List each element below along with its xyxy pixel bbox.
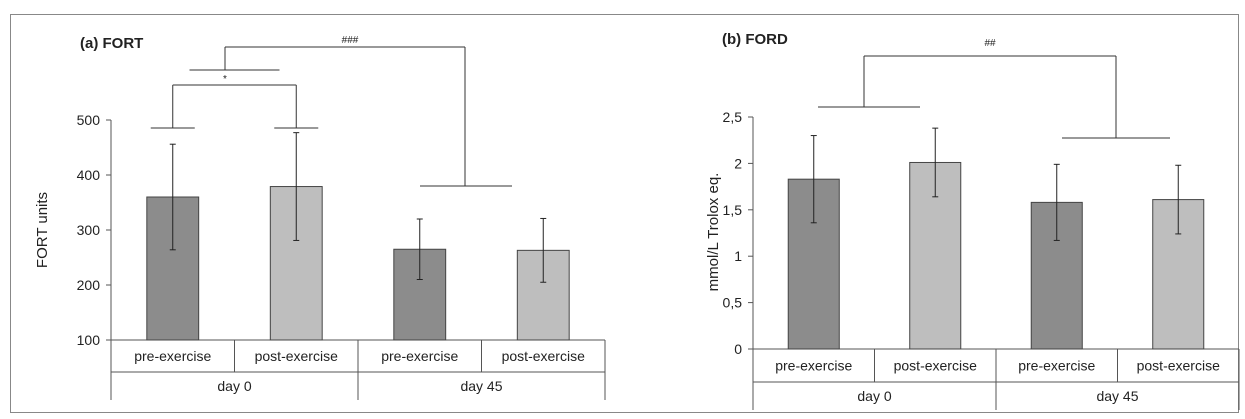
chart1-y-tick-label: 500 xyxy=(77,112,101,128)
chart1-x-tick-label: pre-exercise xyxy=(381,348,458,364)
chart1-y-tick-label: 200 xyxy=(77,277,101,293)
chart2-y-axis-label: mmol/L Trolox eq. xyxy=(705,173,722,292)
chart2-y-tick-label: 0 xyxy=(734,341,742,357)
chart2-sig-annotation: ## xyxy=(984,38,996,49)
chart2-x-tick-label: post-exercise xyxy=(1137,358,1220,374)
chart2-x-tick-label: post-exercise xyxy=(894,358,977,374)
chart2-y-tick-label: 2 xyxy=(734,155,742,171)
chart2-group-label: day 45 xyxy=(1096,388,1138,404)
chart2-y-tick-label: 1 xyxy=(734,248,742,264)
chart1-group-label: day 45 xyxy=(460,378,502,394)
chart1-y-axis-label: FORT units xyxy=(34,192,51,268)
chart2-y-tick-label: 0,5 xyxy=(723,295,743,311)
figure-border xyxy=(10,14,1239,413)
chart1-title: (a) FORT xyxy=(80,35,143,52)
chart1-y-tick-label: 400 xyxy=(77,167,101,183)
chart1-group-label: day 0 xyxy=(217,378,251,394)
chart2-x-tick-label: pre-exercise xyxy=(1018,358,1095,374)
chart2-title: (b) FORD xyxy=(722,31,788,48)
chart2-y-tick-label: 1,5 xyxy=(723,202,743,218)
chart1-x-tick-label: post-exercise xyxy=(502,348,585,364)
chart1-y-tick-label: 100 xyxy=(77,332,101,348)
chart1-sig-annotation: * xyxy=(223,74,227,85)
chart1-x-tick-label: post-exercise xyxy=(255,348,338,364)
chart2-group-label: day 0 xyxy=(857,388,891,404)
chart2-x-tick-label: pre-exercise xyxy=(775,358,852,374)
chart1-y-tick-label: 300 xyxy=(77,222,101,238)
chart2-y-tick-label: 2,5 xyxy=(723,109,743,125)
chart1-x-tick-label: pre-exercise xyxy=(134,348,211,364)
chart1-sig-annotation: ### xyxy=(342,35,359,46)
